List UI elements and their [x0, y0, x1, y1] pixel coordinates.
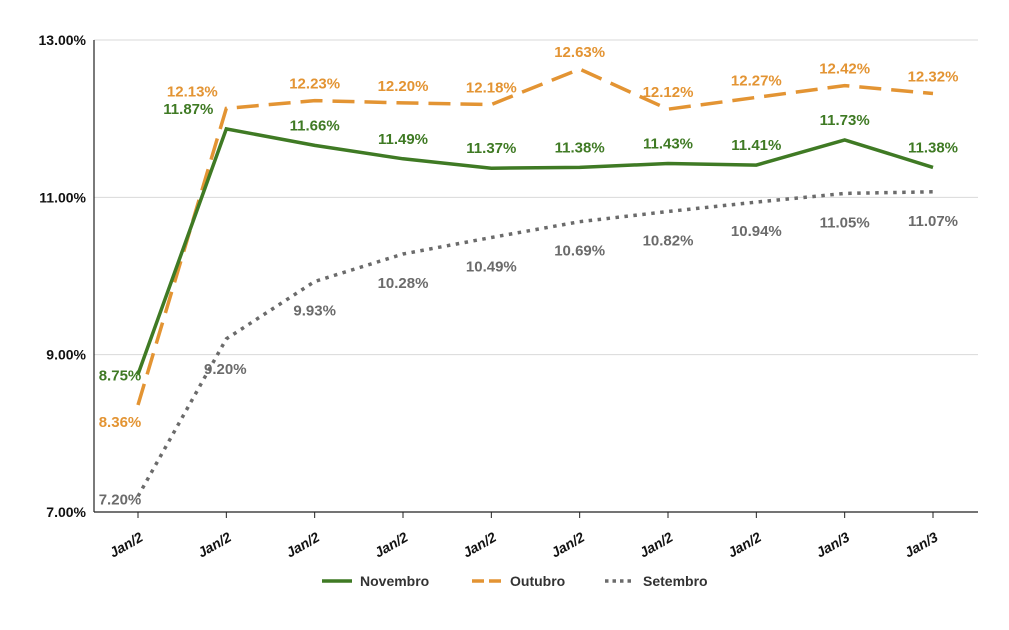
x-tick-label: Jan/2	[106, 529, 145, 561]
data-label-outubro: 12.63%	[554, 44, 605, 61]
data-label-outubro: 12.18%	[466, 80, 517, 97]
data-labels: 8.75% 11.87% 11.66% 11.49% 11.37% 11.38% 11.43…	[99, 44, 959, 508]
data-label-setembro: 11.05%	[820, 214, 870, 231]
x-tick-label: Jan/3	[901, 529, 940, 561]
data-label-novembro: 11.73%	[820, 112, 870, 129]
y-tick-label: 11.00%	[39, 189, 86, 205]
x-tick-label: Jan/2	[195, 529, 234, 561]
legend-item-setembro: Setembro	[605, 573, 708, 589]
legend: Novembro Outubro Setembro	[322, 573, 708, 589]
x-tick-label: Jan/2	[636, 529, 675, 561]
data-label-outubro: 8.36%	[99, 414, 142, 431]
data-label-novembro: 11.66%	[290, 117, 340, 134]
data-label-novembro: 8.75%	[99, 367, 142, 384]
data-label-novembro: 11.37%	[466, 140, 516, 157]
data-label-outubro: 12.13%	[167, 83, 218, 100]
data-label-setembro: 9.93%	[293, 303, 336, 320]
data-label-novembro: 11.38%	[555, 139, 605, 156]
x-tick-label: Jan/2	[283, 529, 322, 561]
x-tick-label: Jan/2	[725, 529, 764, 561]
legend-label: Setembro	[643, 573, 708, 589]
legend-item-novembro: Novembro	[322, 573, 429, 589]
series-line-novembro	[136, 126, 934, 375]
data-label-outubro: 12.23%	[289, 76, 340, 93]
x-tick-label: Jan/2	[371, 529, 410, 561]
data-label-setembro: 11.07%	[908, 213, 958, 230]
data-label-outubro: 12.27%	[731, 72, 782, 89]
data-label-outubro: 12.42%	[819, 61, 870, 78]
x-tick-label: Jan/3	[813, 529, 852, 561]
data-label-setembro: 10.28%	[378, 275, 429, 292]
legend-label: Novembro	[360, 573, 429, 589]
data-label-novembro: 11.38%	[908, 139, 958, 156]
data-label-setembro: 10.82%	[643, 232, 694, 249]
legend-item-outubro: Outubro	[472, 573, 565, 589]
gridlines	[94, 39, 978, 356]
series-line-outubro	[136, 67, 934, 406]
x-tick-label: Jan/2	[548, 529, 587, 561]
y-tick-label: 13.00%	[39, 32, 87, 48]
x-tick-label: Jan/2	[460, 529, 499, 561]
data-label-outubro: 12.20%	[378, 78, 429, 95]
data-label-setembro: 7.20%	[99, 491, 142, 508]
data-label-novembro: 11.87%	[163, 101, 213, 118]
data-label-setembro: 10.69%	[554, 243, 605, 260]
data-label-outubro: 12.12%	[643, 84, 694, 101]
data-label-outubro: 12.32%	[908, 68, 959, 85]
data-label-setembro: 10.94%	[731, 223, 782, 240]
legend-label: Outubro	[510, 573, 565, 589]
series-lines	[136, 67, 934, 498]
data-label-novembro: 11.43%	[643, 136, 693, 153]
data-label-setembro: 9.20%	[204, 361, 247, 378]
series-line-setembro	[136, 190, 934, 498]
data-label-novembro: 11.41%	[731, 137, 781, 154]
y-tick-label: 9.00%	[46, 347, 86, 363]
data-label-novembro: 11.49%	[378, 131, 428, 148]
y-tick-label: 7.00%	[46, 504, 86, 520]
data-label-setembro: 10.49%	[466, 258, 517, 275]
